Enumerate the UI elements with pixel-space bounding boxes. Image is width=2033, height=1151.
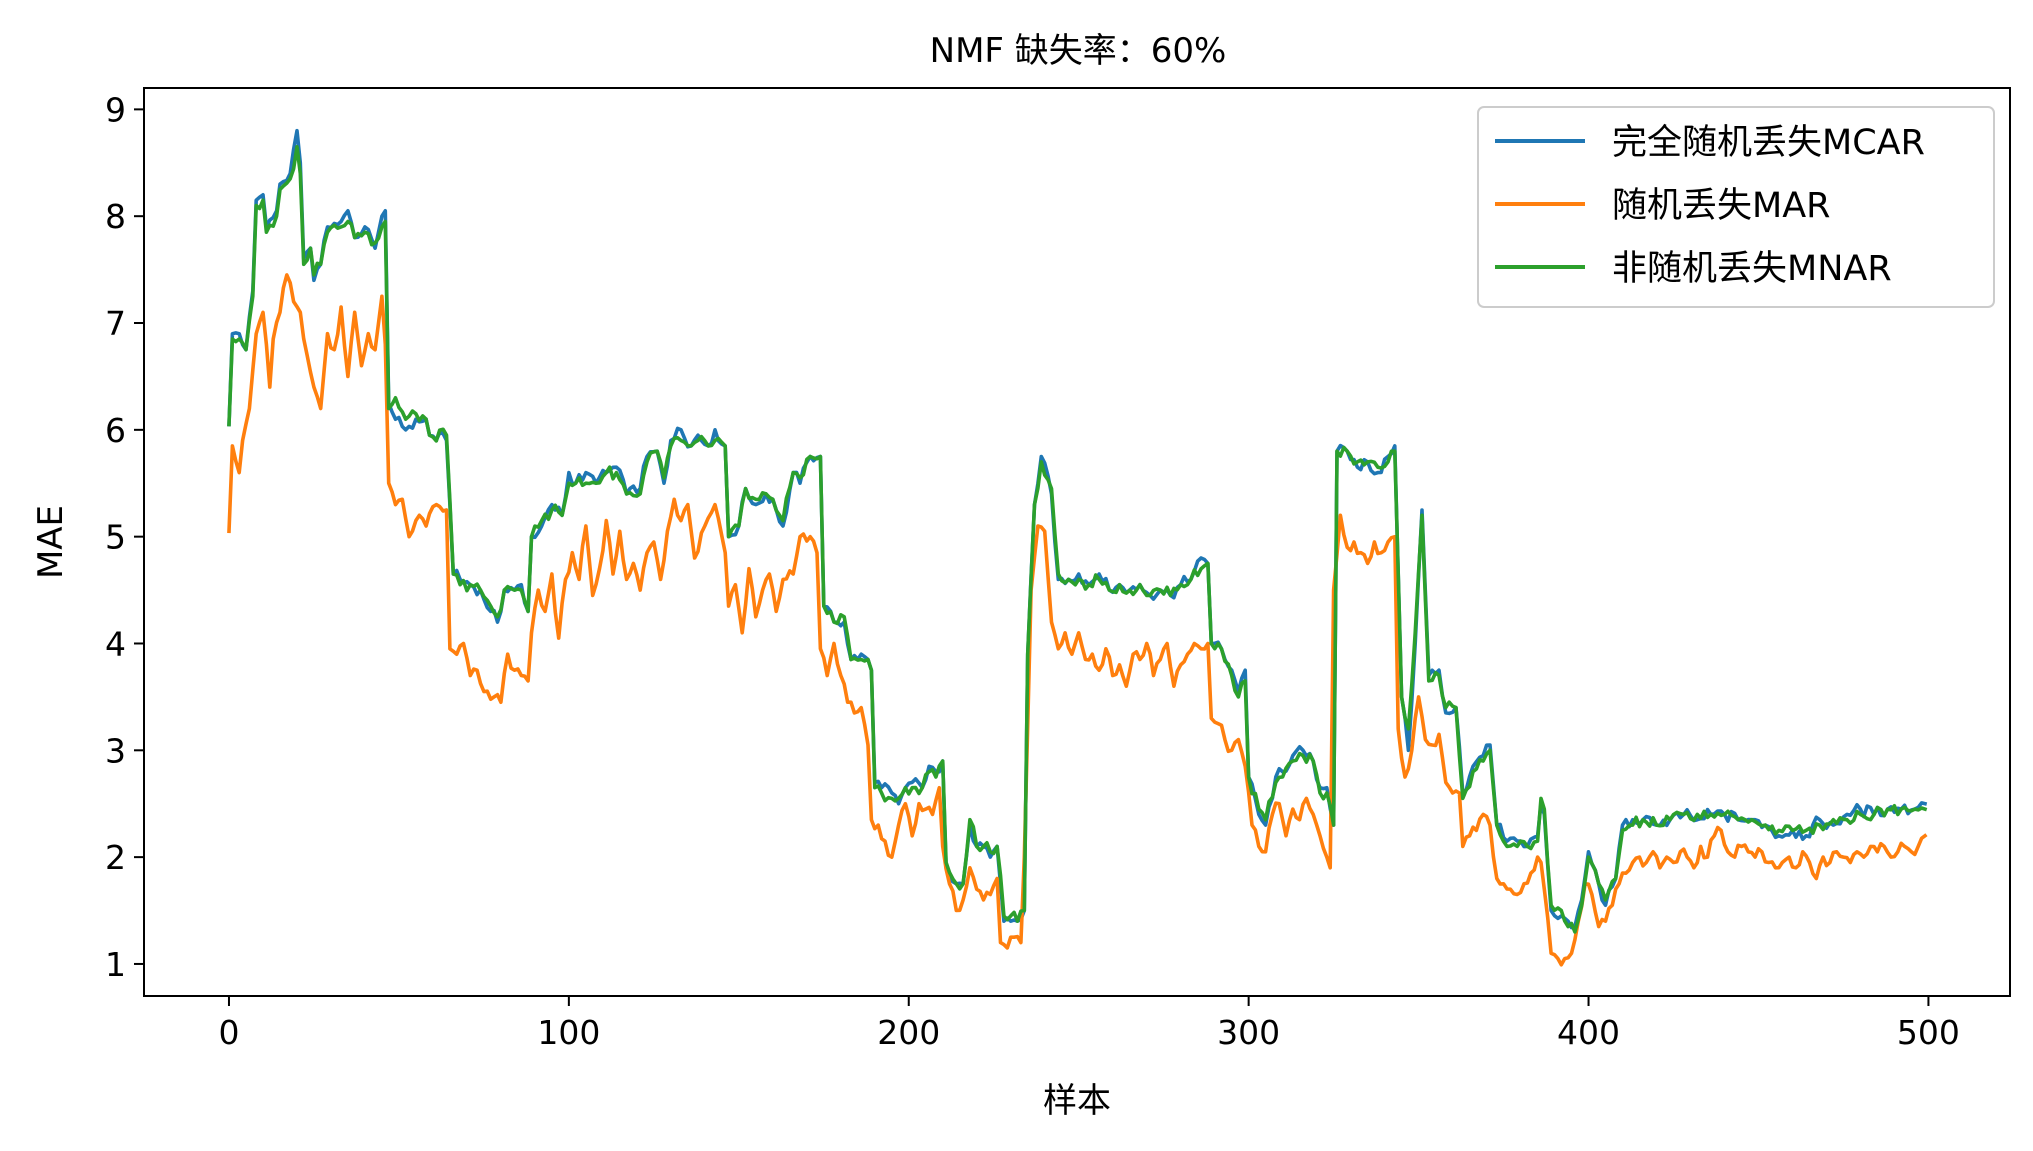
series-layer xyxy=(227,128,1928,967)
x-axis: 0 100 200 300 400 500 xyxy=(218,996,1960,1052)
y-tick-label: 4 xyxy=(105,624,126,663)
y-tick-label: 8 xyxy=(105,197,126,236)
legend-label-3: 非随机丢失MNAR xyxy=(1612,249,1892,289)
y-axis-label: MAE xyxy=(31,505,71,579)
x-tick-label: 200 xyxy=(877,1013,940,1052)
x-axis-label: 样本 xyxy=(1043,1081,1111,1121)
legend: 完全随机丢失MCAR 随机丢失MAR 非随机丢失MNAR xyxy=(1477,106,1995,308)
x-tick-label: 300 xyxy=(1217,1013,1280,1052)
x-tick-label: 100 xyxy=(537,1013,600,1052)
y-tick-label: 9 xyxy=(105,90,126,129)
y-tick-label: 1 xyxy=(105,945,126,984)
series-line-2 xyxy=(227,273,1928,967)
x-tick-label: 0 xyxy=(218,1013,239,1052)
y-tick-label: 5 xyxy=(105,518,126,557)
plot-frame xyxy=(143,87,2011,997)
series-line-3 xyxy=(227,145,1928,934)
chart-title: NMF 缺失率：60% xyxy=(930,31,1227,71)
y-tick-label: 7 xyxy=(105,304,126,343)
x-tick-label: 500 xyxy=(1897,1013,1960,1052)
legend-label-2: 随机丢失MAR xyxy=(1612,186,1830,226)
y-tick-label: 6 xyxy=(105,411,126,450)
y-tick-label: 3 xyxy=(105,731,126,770)
x-tick-label: 400 xyxy=(1557,1013,1620,1052)
legend-label-1: 完全随机丢失MCAR xyxy=(1612,123,1925,163)
y-axis: 1 2 3 4 5 6 7 8 9 xyxy=(105,90,144,984)
legend-box xyxy=(1477,106,1995,308)
y-tick-label: 2 xyxy=(105,838,126,877)
